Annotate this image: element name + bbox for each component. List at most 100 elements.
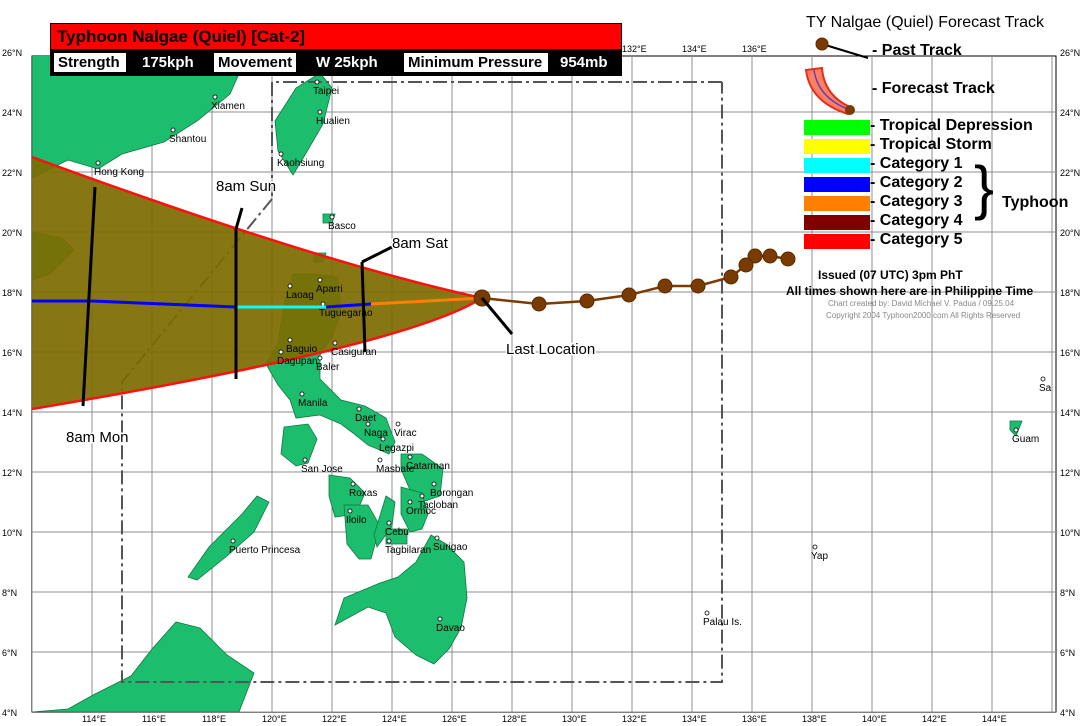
place-dot [278,349,284,355]
place-dot [287,337,293,343]
place-dot [317,355,323,361]
palawan-landmass [187,495,270,581]
place-label: Roxas [349,488,377,499]
past-track-point [738,257,754,273]
place-marker: Davao [436,616,465,634]
place-label: Yap [811,551,828,562]
place-label: Puerto Princesa [229,545,301,556]
place-marker: Guam [1012,427,1039,445]
category-label: - Category 4 [870,212,963,229]
lat-label-right: 24°N [1060,108,1080,118]
past-track-point [780,251,796,267]
lon-label-bottom: 132°E [622,714,647,724]
place-marker: Puerto Princesa [229,538,301,556]
strength-label: Strength [54,53,126,72]
place-label: Ormoc [406,506,436,517]
place-dot [332,340,338,346]
place-dot [329,214,335,220]
place-labels: Xiamen Shantou Hong Kong Taipei Hualien Kaohs… [94,79,1052,634]
past-track-icon [815,37,869,59]
place-dot [386,520,392,526]
lat-label-right: 18°N [1060,288,1080,298]
movement-label: Movement [214,53,296,72]
lat-label-left: 10°N [2,528,22,538]
place-dot [356,406,362,412]
lon-label-bottom: 124°E [382,714,407,724]
place-dot [287,283,293,289]
place-label: Aparri [316,284,343,295]
place-label: Laoag [286,290,314,301]
forecast-time-label: 8am Sat [392,235,449,252]
forecast-pointer-line [361,245,393,264]
lon-label-bottom: 126°E [442,714,467,724]
forecast-time-label: Last Location [506,341,595,358]
place-label: Iloilo [346,515,367,526]
typhoon-label: Typhoon [1002,194,1069,211]
forecast-pointer-line [360,261,367,353]
lat-label-left: 26°N [2,48,22,58]
storm-stats-bar: Strength 175kph Movement W 25kph Minimum… [50,50,622,76]
place-marker: Legazpi [379,436,414,454]
category-label: - Category 3 [870,193,963,210]
place-marker: Laoag [286,283,314,301]
place-dot [380,436,386,442]
borneo-landmass [32,621,255,712]
place-marker: Taipei [313,79,339,97]
lat-label-left: 4°N [2,708,17,718]
place-label: Xiamen [211,101,245,112]
lat-label-left: 8°N [2,588,17,598]
place-marker: Yap [811,544,828,562]
category-swatch [804,196,870,211]
place-marker: Surigao [433,535,468,553]
legend-forecast-track: - Forecast Track [872,80,995,97]
place-marker: Catarman [406,454,450,472]
lat-label-right: 16°N [1060,348,1080,358]
category-swatch [804,158,870,173]
place-label: Surigao [433,542,468,553]
past-track-point [579,293,595,309]
lon-label-bottom: 136°E [742,714,767,724]
lon-label-bottom: 128°E [502,714,527,724]
place-marker: Palau Is. [703,610,742,628]
category-swatch [804,120,870,135]
place-marker: Shantou [169,127,206,145]
place-label: Naga [364,428,388,439]
place-marker: Borongan [430,481,473,499]
place-marker: Virac [394,421,417,439]
lon-label-bottom: 118°E [202,714,226,724]
place-marker: Tacloban [418,493,458,511]
place-label: Manila [298,398,328,409]
mindanao-landmass [334,534,468,665]
place-marker: Baler [316,355,340,373]
place-marker: Basco [328,214,356,232]
past-track-point [621,287,637,303]
cebu-landmass [373,495,396,548]
par-line-north [271,81,722,199]
place-dot [419,493,425,499]
category-label: - Category 5 [870,231,963,248]
lat-label-right: 4°N [1060,708,1075,718]
storm-tracks [32,248,796,312]
lon-label-top: 134°E [682,44,707,54]
place-label: Baguio [286,344,318,355]
place-dot [278,151,284,157]
lon-label-bottom: 120°E [262,714,287,724]
place-dot [812,544,818,550]
place-marker: Casiguran [331,340,377,358]
place-marker: Xiamen [211,94,245,112]
place-marker: Kaohsiung [277,151,324,169]
category-swatch [804,215,870,230]
place-label: Palau Is. [703,617,742,628]
place-label: Hong Kong [94,167,144,178]
place-marker: Hong Kong [94,160,144,178]
lon-label-bottom: 122°E [322,714,347,724]
mindoro-landmass [280,423,318,467]
issued-text: Issued (07 UTC) 3pm PhT [818,268,963,282]
lat-label-left: 16°N [2,348,22,358]
place-dot [350,481,356,487]
place-dot [395,421,401,427]
place-dot [365,421,371,427]
forecast-time-label: 8am Sun [216,178,276,195]
lon-label-bottom: 130°E [562,714,587,724]
